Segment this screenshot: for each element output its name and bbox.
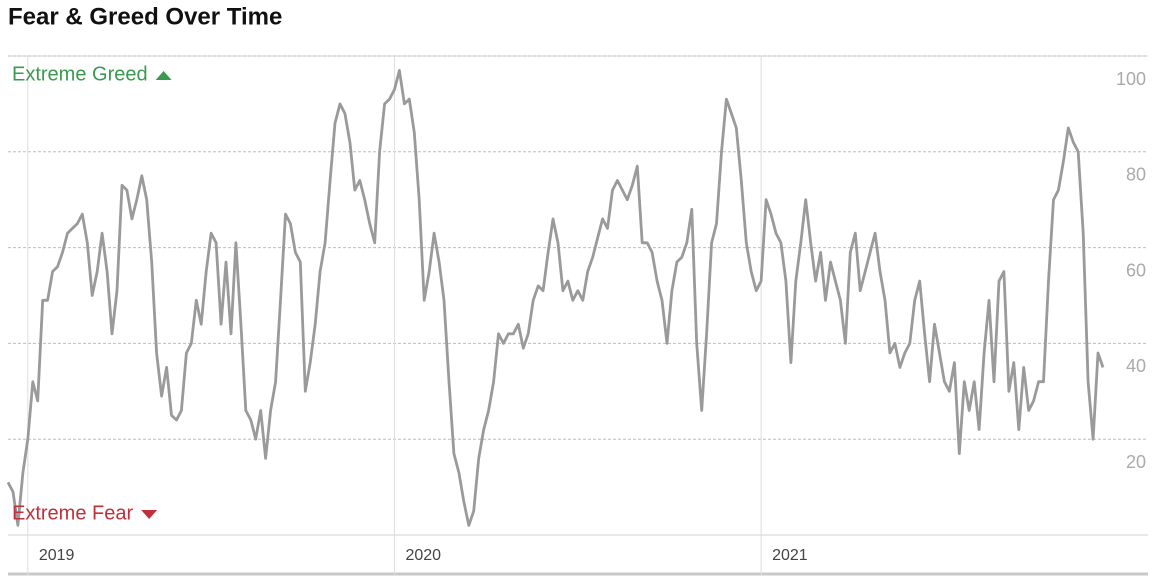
y-tick-label: 40	[1126, 356, 1146, 376]
x-tick-label: 2020	[405, 547, 441, 564]
x-tick-label: 2019	[39, 547, 75, 564]
fear-arrow	[141, 510, 158, 519]
extreme-fear-label: Extreme Fear	[12, 502, 133, 524]
y-tick-label: 100	[1116, 69, 1146, 89]
y-tick-label: 80	[1126, 165, 1146, 185]
greed-arrow	[155, 71, 172, 80]
grid: 20 40 60 80 100 2019 2020 2021	[8, 55, 1148, 575]
chart-title: Fear & Greed Over Time	[8, 3, 282, 30]
y-tick-label: 20	[1126, 452, 1146, 472]
y-tick-label: 60	[1126, 260, 1146, 280]
x-tick-label: 2021	[772, 547, 808, 564]
extreme-greed-label: Extreme Greed	[12, 63, 148, 85]
plot	[6, 69, 1105, 527]
sentiment-line	[6, 69, 1105, 527]
